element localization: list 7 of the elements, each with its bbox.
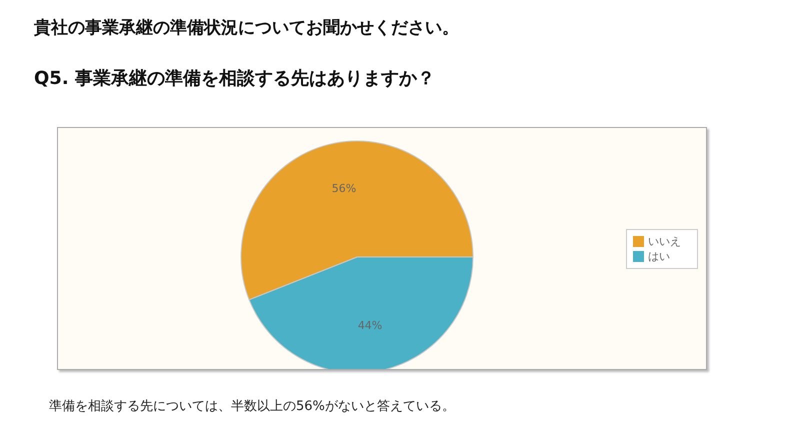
- chart-subtitle: Q5. 事業承継の準備を相談する先はありますか？: [34, 67, 435, 90]
- data-label: 44%: [358, 318, 382, 332]
- data-label: 56%: [332, 182, 356, 196]
- legend-label: はい: [648, 250, 670, 262]
- chart-title: 貴社の事業承継の準備状況についてお聞かせください。: [34, 17, 459, 39]
- text: 準備を相談する先については、半数以上の56%がないと答えている。: [49, 398, 455, 415]
- legend-label: いいえ: [648, 234, 681, 248]
